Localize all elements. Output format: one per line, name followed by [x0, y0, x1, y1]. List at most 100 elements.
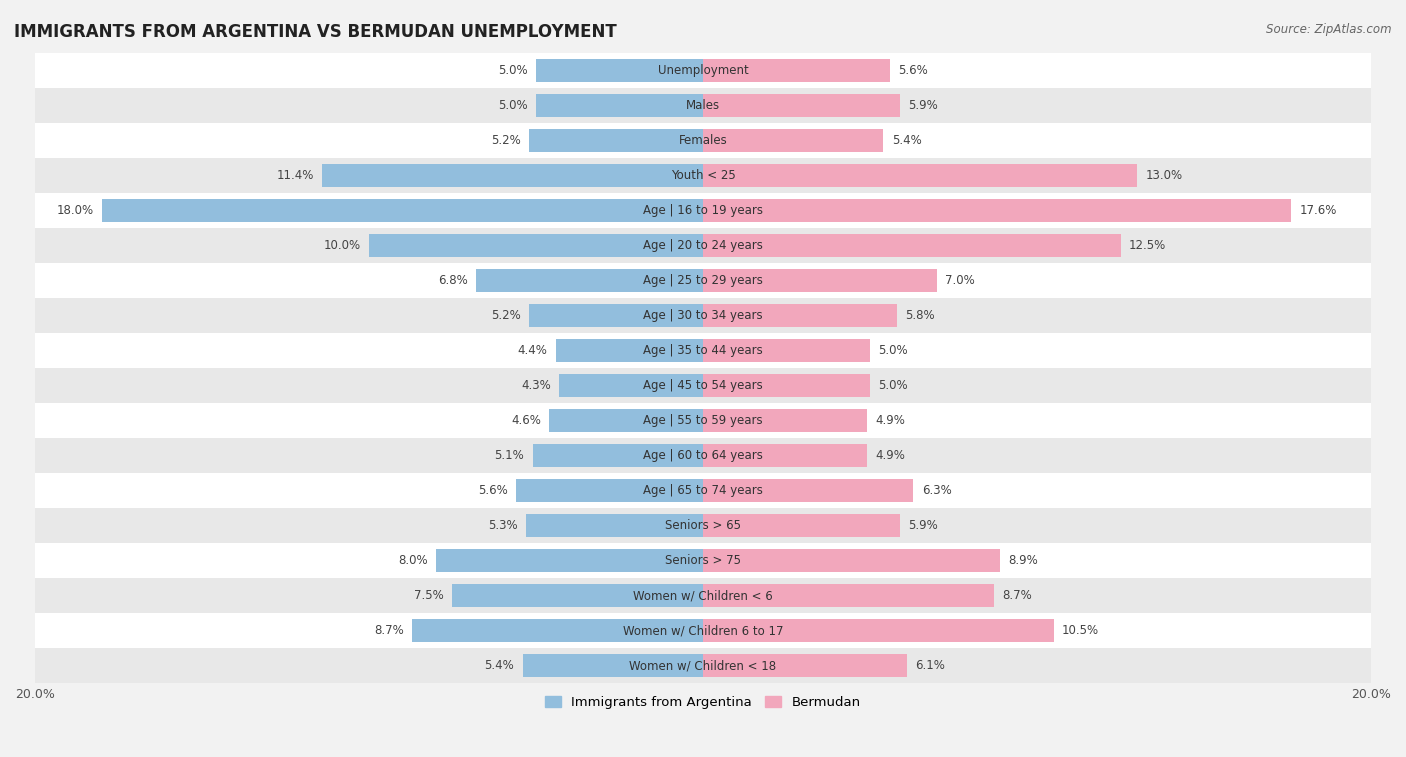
Bar	[529, 129, 703, 152]
Text: 4.9%: 4.9%	[875, 414, 905, 427]
Text: 8.7%: 8.7%	[1002, 589, 1032, 603]
Bar	[35, 193, 1371, 228]
Text: 5.6%: 5.6%	[898, 64, 928, 77]
Text: Women w/ Children 6 to 17: Women w/ Children 6 to 17	[623, 625, 783, 637]
Bar	[101, 199, 703, 222]
Bar	[35, 123, 1371, 158]
Text: 5.9%: 5.9%	[908, 99, 938, 112]
Bar	[35, 578, 1371, 613]
Text: Age | 65 to 74 years: Age | 65 to 74 years	[643, 484, 763, 497]
Text: Age | 16 to 19 years: Age | 16 to 19 years	[643, 204, 763, 217]
Text: 5.8%: 5.8%	[905, 309, 935, 322]
Bar	[35, 508, 1371, 544]
Text: 5.3%: 5.3%	[488, 519, 517, 532]
Text: 6.3%: 6.3%	[922, 484, 952, 497]
Bar	[703, 304, 897, 327]
Text: Age | 30 to 34 years: Age | 30 to 34 years	[643, 309, 763, 322]
Text: 10.5%: 10.5%	[1062, 625, 1099, 637]
Bar	[35, 438, 1371, 473]
Text: 6.1%: 6.1%	[915, 659, 945, 672]
Bar	[703, 234, 1121, 257]
Bar	[703, 619, 1053, 642]
Text: 5.4%: 5.4%	[485, 659, 515, 672]
Bar	[35, 88, 1371, 123]
Text: Age | 25 to 29 years: Age | 25 to 29 years	[643, 274, 763, 287]
Bar	[703, 339, 870, 362]
Legend: Immigrants from Argentina, Bermudan: Immigrants from Argentina, Bermudan	[540, 691, 866, 715]
Text: 5.6%: 5.6%	[478, 484, 508, 497]
Bar	[703, 269, 936, 292]
Text: 12.5%: 12.5%	[1129, 239, 1166, 252]
Bar	[35, 368, 1371, 403]
Text: 6.8%: 6.8%	[437, 274, 468, 287]
Bar	[533, 444, 703, 467]
Text: 5.2%: 5.2%	[491, 134, 522, 147]
Bar	[35, 333, 1371, 368]
Bar	[523, 655, 703, 678]
Text: 18.0%: 18.0%	[56, 204, 93, 217]
Bar	[703, 479, 914, 502]
Text: Seniors > 75: Seniors > 75	[665, 554, 741, 567]
Bar	[703, 444, 866, 467]
Text: 4.9%: 4.9%	[875, 449, 905, 463]
Bar	[703, 584, 994, 607]
Bar	[703, 374, 870, 397]
Bar	[703, 655, 907, 678]
Bar	[35, 544, 1371, 578]
Text: 4.6%: 4.6%	[512, 414, 541, 427]
Text: 11.4%: 11.4%	[277, 169, 314, 182]
Text: 5.2%: 5.2%	[491, 309, 522, 322]
Text: Age | 35 to 44 years: Age | 35 to 44 years	[643, 344, 763, 357]
Text: 5.0%: 5.0%	[879, 344, 908, 357]
Bar	[536, 59, 703, 82]
Bar	[560, 374, 703, 397]
Bar	[453, 584, 703, 607]
Text: 5.0%: 5.0%	[498, 64, 527, 77]
Text: Females: Females	[679, 134, 727, 147]
Bar	[516, 479, 703, 502]
Bar	[35, 158, 1371, 193]
Text: Seniors > 65: Seniors > 65	[665, 519, 741, 532]
Bar	[35, 403, 1371, 438]
Bar	[529, 304, 703, 327]
Bar	[322, 164, 703, 187]
Text: 8.9%: 8.9%	[1008, 554, 1039, 567]
Text: Age | 55 to 59 years: Age | 55 to 59 years	[643, 414, 763, 427]
Bar	[368, 234, 703, 257]
Text: 7.0%: 7.0%	[945, 274, 974, 287]
Text: Youth < 25: Youth < 25	[671, 169, 735, 182]
Text: 8.0%: 8.0%	[398, 554, 427, 567]
Bar	[35, 298, 1371, 333]
Bar	[703, 129, 883, 152]
Text: 7.5%: 7.5%	[415, 589, 444, 603]
Text: Source: ZipAtlas.com: Source: ZipAtlas.com	[1267, 23, 1392, 36]
Text: Age | 60 to 64 years: Age | 60 to 64 years	[643, 449, 763, 463]
Text: IMMIGRANTS FROM ARGENTINA VS BERMUDAN UNEMPLOYMENT: IMMIGRANTS FROM ARGENTINA VS BERMUDAN UN…	[14, 23, 617, 41]
Bar	[35, 613, 1371, 648]
Text: Women w/ Children < 6: Women w/ Children < 6	[633, 589, 773, 603]
Text: 4.3%: 4.3%	[522, 379, 551, 392]
Bar	[35, 228, 1371, 263]
Text: 4.4%: 4.4%	[517, 344, 548, 357]
Text: 5.1%: 5.1%	[495, 449, 524, 463]
Bar	[703, 94, 900, 117]
Text: 13.0%: 13.0%	[1146, 169, 1182, 182]
Text: Women w/ Children < 18: Women w/ Children < 18	[630, 659, 776, 672]
Text: Males: Males	[686, 99, 720, 112]
Text: 5.0%: 5.0%	[879, 379, 908, 392]
Bar	[526, 514, 703, 537]
Bar	[550, 410, 703, 432]
Text: Age | 45 to 54 years: Age | 45 to 54 years	[643, 379, 763, 392]
Text: 8.7%: 8.7%	[374, 625, 404, 637]
Bar	[703, 59, 890, 82]
Bar	[703, 514, 900, 537]
Text: 10.0%: 10.0%	[323, 239, 360, 252]
Bar	[35, 648, 1371, 684]
Bar	[35, 263, 1371, 298]
Text: 17.6%: 17.6%	[1299, 204, 1337, 217]
Bar	[703, 164, 1137, 187]
Bar	[475, 269, 703, 292]
Bar	[35, 53, 1371, 88]
Bar	[436, 550, 703, 572]
Bar	[703, 199, 1291, 222]
